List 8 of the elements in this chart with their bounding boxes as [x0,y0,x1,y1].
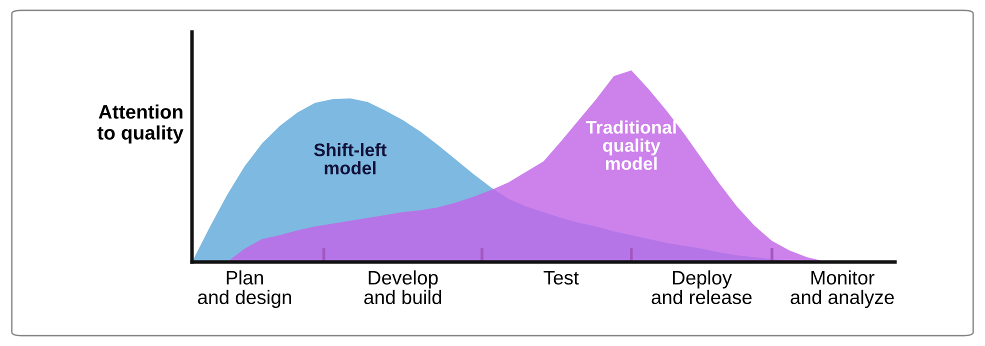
y-axis-title: Attention to quality [97,104,184,144]
series-label: Traditional quality model [586,120,676,170]
series-label: Shift-left model [314,143,387,174]
x-tick-label: Plan and design [198,270,292,308]
x-tick-label: Develop and build [364,270,442,304]
x-tick-label: Monitor and analyze [790,270,894,308]
x-tick-label: Deploy and release [652,270,752,304]
x-tick-label: Test [544,271,579,285]
